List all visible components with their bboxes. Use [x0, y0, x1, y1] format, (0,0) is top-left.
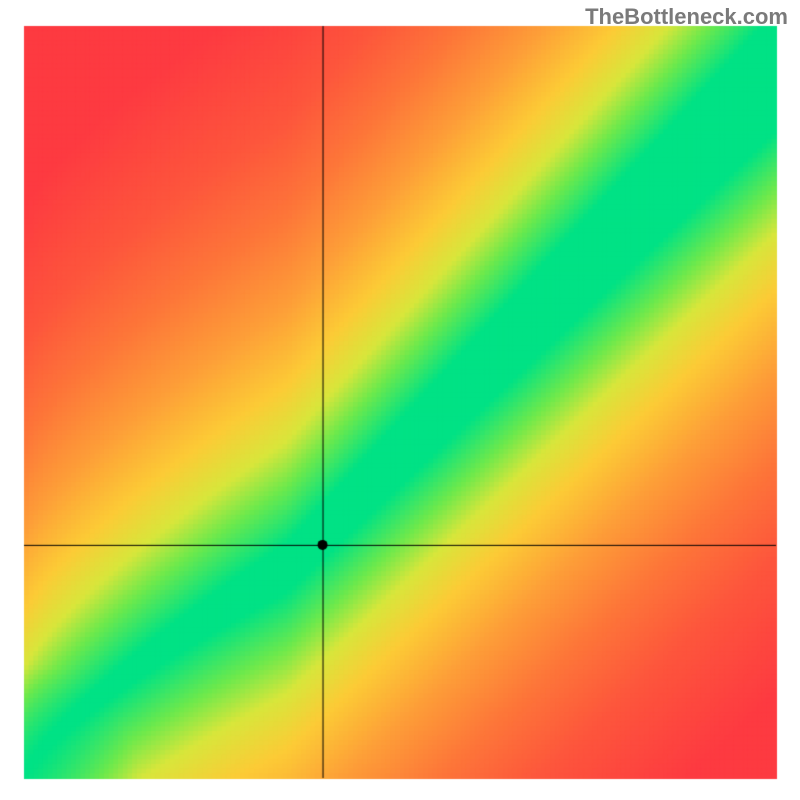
bottleneck-heatmap	[0, 0, 800, 800]
